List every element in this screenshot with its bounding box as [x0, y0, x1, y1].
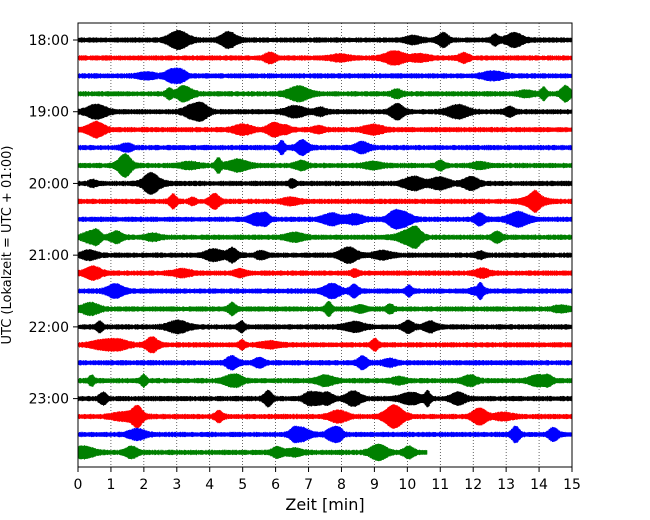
y-tick-label: 22:00: [29, 320, 69, 336]
trace-2315: [77, 404, 573, 429]
trace-2145: [77, 300, 573, 317]
trace-2100: [77, 246, 573, 264]
x-tick-label: 10: [398, 477, 416, 493]
y-tick-label: 23:00: [29, 392, 69, 408]
x-tick-label: 11: [431, 477, 449, 493]
trace-1930: [77, 138, 573, 157]
y-axis-label: UTC (Lokalzeit = UTC + 01:00): [0, 146, 15, 345]
x-tick-label: 14: [530, 477, 548, 493]
x-tick-label: 5: [238, 477, 247, 493]
trace-2200: [77, 319, 573, 335]
x-tick-label: 15: [563, 477, 581, 493]
trace-1845: [77, 84, 573, 103]
x-tick-label: 7: [304, 477, 313, 493]
x-tick-label: 1: [106, 477, 115, 493]
x-tick-label: 8: [337, 477, 346, 493]
x-axis-label: Zeit [min]: [285, 495, 364, 514]
x-tick-label: 13: [497, 477, 515, 493]
trace-1945: [77, 153, 573, 178]
y-axis-ticks: 18:00 19:00 20:00 21:00 22:00 23:00: [29, 33, 78, 408]
x-tick-label: 0: [74, 477, 83, 493]
trace-2015: [77, 189, 573, 214]
trace-2245: [77, 373, 573, 389]
seismic-traces: [77, 29, 573, 462]
x-tick-label: 12: [464, 477, 482, 493]
trace-1915: [77, 120, 573, 139]
plot-frame: [77, 22, 573, 468]
trace-2115: [77, 265, 573, 281]
trace-2000: [77, 171, 573, 195]
y-tick-label: 19:00: [29, 105, 69, 121]
x-tick-label: 2: [139, 477, 148, 493]
trace-2045: [77, 225, 573, 249]
x-tick-label: 9: [370, 477, 379, 493]
trace-1815: [77, 50, 573, 66]
trace-2215: [77, 336, 573, 354]
x-tick-label: 4: [205, 477, 214, 493]
trace-2330: [77, 425, 573, 444]
x-tick-label: 6: [271, 477, 280, 493]
trace-1900: [77, 101, 573, 122]
trace-2345: [77, 443, 428, 462]
y-tick-label: 20:00: [29, 176, 69, 192]
x-tick-label: 3: [172, 477, 181, 493]
trace-2230: [77, 354, 573, 371]
y-tick-label: 21:00: [29, 248, 69, 264]
trace-2130: [77, 281, 573, 301]
trace-1830: [77, 67, 573, 85]
trace-2030: [77, 208, 573, 230]
y-tick-label: 18:00: [29, 33, 69, 49]
x-axis-ticks: 0 1 2 3 4 5 6 7 8 9 10 11 12 13 14 15: [74, 467, 581, 493]
trace-2300: [77, 389, 573, 408]
grid-lines: [110, 23, 540, 467]
trace-1800: [77, 29, 573, 51]
